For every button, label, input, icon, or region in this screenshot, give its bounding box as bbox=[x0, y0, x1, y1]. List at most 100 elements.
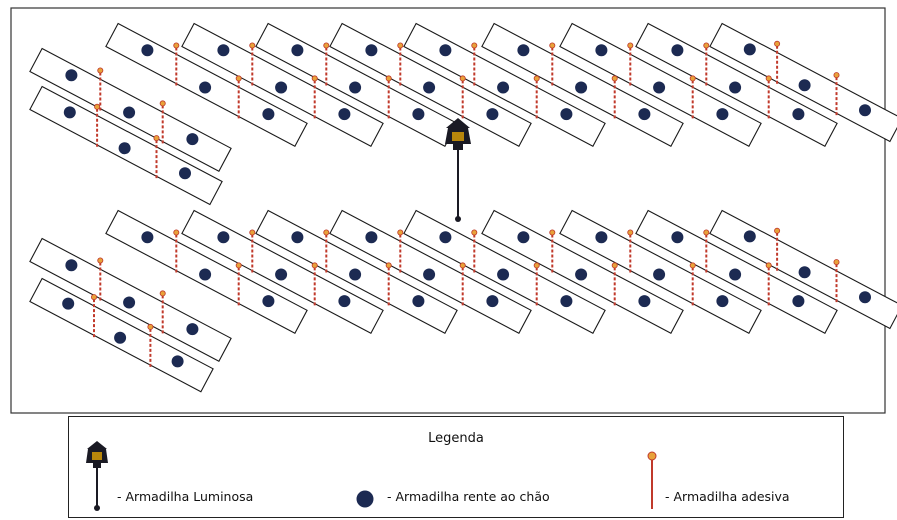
ground-trap bbox=[186, 323, 199, 336]
ground-trap bbox=[114, 331, 127, 344]
light-trap-icon bbox=[86, 441, 108, 511]
sticky-trap bbox=[549, 42, 556, 88]
lamp-neck bbox=[453, 144, 463, 150]
ground-trap bbox=[217, 231, 230, 244]
sticky-trap bbox=[97, 67, 104, 113]
ground-trap bbox=[653, 268, 666, 281]
ground-trap bbox=[262, 108, 275, 121]
ground-trap bbox=[653, 81, 666, 94]
sticky-trap bbox=[471, 229, 478, 275]
ground-trap bbox=[179, 167, 191, 180]
sticky-trap bbox=[397, 229, 404, 275]
ground-trap bbox=[517, 44, 530, 57]
sticky-trap bbox=[147, 323, 154, 369]
ground-trap bbox=[729, 268, 742, 281]
sticky-trap bbox=[249, 42, 256, 88]
sticky-trap bbox=[94, 103, 101, 149]
ground-trap bbox=[743, 43, 756, 56]
ground-trap bbox=[497, 268, 510, 281]
ground-trap bbox=[199, 81, 212, 94]
ground-trap bbox=[65, 259, 78, 272]
ground-trap bbox=[575, 268, 588, 281]
sticky-trap bbox=[459, 262, 466, 308]
sticky-traps bbox=[91, 40, 840, 369]
ground-trap bbox=[262, 295, 275, 308]
sticky-trap bbox=[311, 262, 318, 308]
ground-trap bbox=[141, 231, 154, 244]
ground-trap bbox=[798, 79, 811, 92]
ground-trap bbox=[560, 108, 573, 121]
ground-trap bbox=[716, 295, 729, 308]
sticky-trap bbox=[703, 229, 710, 275]
ground-trap bbox=[199, 268, 212, 281]
ground-trap-icon bbox=[356, 490, 374, 508]
ground-traps bbox=[62, 43, 871, 368]
ground-trap bbox=[365, 231, 378, 244]
sticky-trap bbox=[323, 229, 330, 275]
ground-trap bbox=[671, 44, 684, 57]
legend-label-sticky-trap: - Armadilha adesiva bbox=[665, 489, 790, 504]
sticky-trap bbox=[459, 75, 466, 121]
ground-trap bbox=[423, 81, 436, 94]
ground-trap bbox=[729, 81, 742, 94]
ground-trap bbox=[716, 108, 729, 121]
ground-trap bbox=[65, 69, 78, 82]
sticky-trap bbox=[689, 262, 696, 308]
ground-trap bbox=[338, 295, 351, 308]
ground-trap bbox=[412, 108, 425, 121]
ground-trap bbox=[859, 104, 871, 117]
light-trap bbox=[445, 118, 471, 222]
ground-trap bbox=[517, 231, 530, 244]
sticky-trap bbox=[703, 42, 710, 88]
ground-trap bbox=[423, 268, 436, 281]
ground-trap bbox=[743, 230, 756, 243]
ground-trap bbox=[291, 44, 304, 57]
ground-trap bbox=[275, 268, 288, 281]
ground-trap bbox=[671, 231, 684, 244]
sticky-trap bbox=[311, 75, 318, 121]
ground-trap bbox=[365, 44, 378, 57]
ground-trap bbox=[439, 231, 452, 244]
legend-label-ground-trap: - Armadilha rente ao chão bbox=[387, 489, 550, 504]
sticky-trap bbox=[385, 262, 392, 308]
ground-trap bbox=[123, 106, 136, 119]
sticky-trap bbox=[833, 259, 840, 305]
ground-trap bbox=[486, 295, 499, 308]
sticky-trap bbox=[765, 75, 772, 121]
sticky-trap bbox=[533, 75, 540, 121]
sticky-trap-icon bbox=[647, 451, 657, 509]
sticky-trap bbox=[159, 290, 166, 336]
ground-trap bbox=[575, 81, 588, 94]
ground-trap bbox=[638, 108, 651, 121]
ground-trap bbox=[349, 268, 362, 281]
ground-trap bbox=[560, 295, 573, 308]
legend-title: Legenda bbox=[428, 431, 484, 446]
ground-trap bbox=[792, 295, 805, 308]
sticky-trap bbox=[627, 42, 634, 88]
sticky-trap bbox=[153, 135, 160, 181]
legend-label-light-trap: - Armadilha Luminosa bbox=[117, 489, 254, 504]
ground-trap bbox=[291, 231, 304, 244]
legend: Legenda - Armadilha Luminosa - Armadilha… bbox=[68, 416, 844, 518]
sticky-trap bbox=[833, 72, 840, 118]
ground-trap bbox=[275, 81, 288, 94]
sticky-trap bbox=[235, 75, 242, 121]
sticky-trap bbox=[323, 42, 330, 88]
ground-trap bbox=[118, 142, 131, 155]
ground-trap bbox=[497, 81, 510, 94]
lamp-glass bbox=[452, 132, 464, 141]
sticky-trap bbox=[471, 42, 478, 88]
sticky-trap bbox=[91, 294, 98, 340]
sticky-trap bbox=[397, 42, 404, 88]
ground-trap bbox=[62, 297, 75, 310]
ground-trap bbox=[859, 291, 871, 304]
sticky-trap bbox=[774, 40, 781, 86]
ground-trap bbox=[217, 44, 230, 57]
sticky-trap bbox=[611, 75, 618, 121]
ground-trap bbox=[798, 266, 811, 279]
sticky-trap bbox=[235, 262, 242, 308]
sticky-trap bbox=[611, 262, 618, 308]
sticky-trap bbox=[97, 257, 104, 303]
ground-trap bbox=[349, 81, 362, 94]
